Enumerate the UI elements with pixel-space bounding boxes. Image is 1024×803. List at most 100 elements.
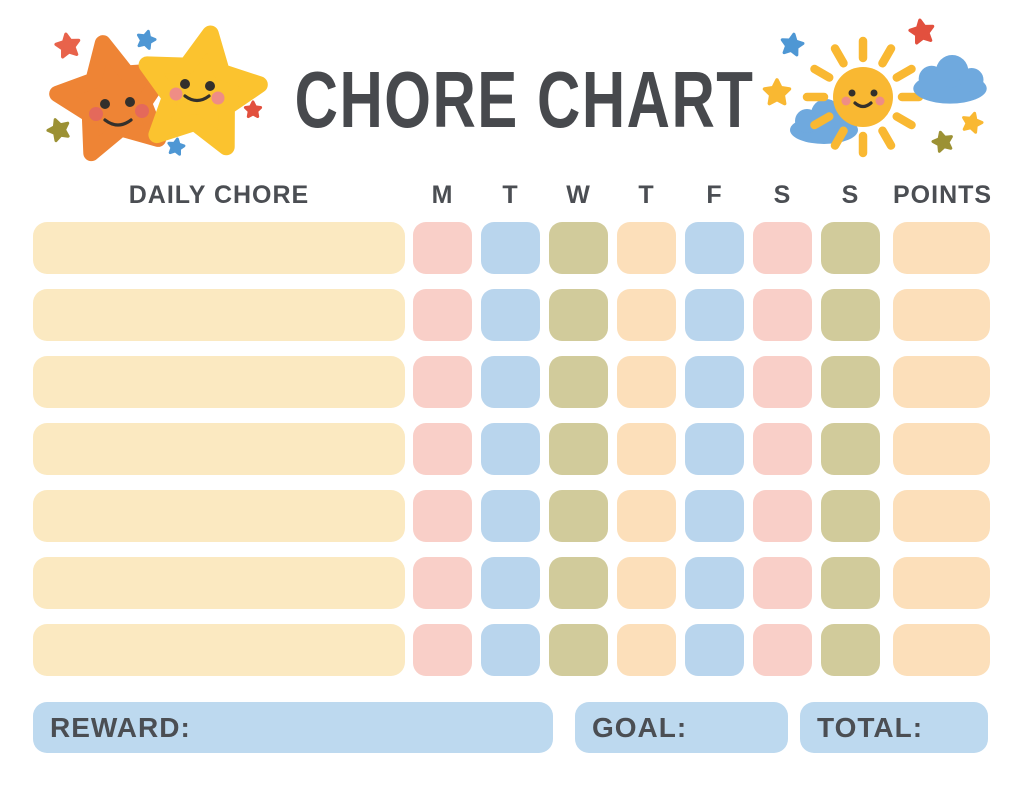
chore-name-field[interactable] (33, 624, 405, 676)
day-cell[interactable] (753, 423, 812, 475)
day-cell[interactable] (821, 222, 880, 274)
eye (100, 99, 110, 109)
total-box[interactable]: TOTAL: (800, 702, 988, 753)
mini-star-icon (54, 32, 81, 59)
points-cell[interactable] (893, 222, 990, 274)
mini-star-icon (931, 130, 953, 153)
day-cell[interactable] (617, 222, 676, 274)
day-cell[interactable] (685, 490, 744, 542)
day-cell[interactable] (821, 423, 880, 475)
day-cell[interactable] (685, 356, 744, 408)
smile (103, 118, 133, 127)
goal-box[interactable]: GOAL: (575, 702, 788, 753)
day-cell[interactable] (549, 222, 608, 274)
day-cell[interactable] (753, 557, 812, 609)
table-row (33, 356, 990, 408)
total-label: TOTAL: (817, 711, 924, 743)
mini-star-icon (962, 111, 984, 134)
day-cell[interactable] (685, 289, 744, 341)
chore-name-field[interactable] (33, 423, 405, 475)
chore-name-field[interactable] (33, 222, 405, 274)
day-cell[interactable] (549, 356, 608, 408)
day-cell[interactable] (413, 624, 472, 676)
day-cell[interactable] (685, 423, 744, 475)
day-cell[interactable] (753, 289, 812, 341)
chore-name-field[interactable] (33, 289, 405, 341)
chore-name-field[interactable] (33, 356, 405, 408)
chore-name-field[interactable] (33, 490, 405, 542)
day-cell[interactable] (821, 490, 880, 542)
day-cell[interactable] (821, 624, 880, 676)
day-cell[interactable] (481, 557, 540, 609)
day-cell[interactable] (821, 557, 880, 609)
day-header: M (431, 181, 454, 209)
eye (205, 81, 215, 91)
day-cell[interactable] (549, 624, 608, 676)
day-header: T (502, 181, 519, 209)
day-header: T (638, 181, 655, 209)
day-cell[interactable] (481, 624, 540, 676)
day-cell[interactable] (413, 356, 472, 408)
reward-box[interactable]: REWARD: (33, 702, 553, 753)
sun-clouds-decoration (762, 18, 987, 158)
day-cell[interactable] (413, 289, 472, 341)
reward-label: REWARD: (50, 711, 191, 743)
day-cell[interactable] (685, 222, 744, 274)
day-cell[interactable] (549, 557, 608, 609)
day-cell[interactable] (685, 557, 744, 609)
eye (848, 89, 856, 97)
cloud-icon (913, 55, 987, 104)
day-cell[interactable] (685, 624, 744, 676)
points-cell[interactable] (893, 289, 990, 341)
day-cell[interactable] (821, 356, 880, 408)
day-cell[interactable] (617, 289, 676, 341)
day-cell[interactable] (617, 624, 676, 676)
points-cell[interactable] (893, 624, 990, 676)
yellow-star-icon (138, 25, 268, 156)
day-cell[interactable] (481, 356, 540, 408)
points-cell[interactable] (893, 490, 990, 542)
points-cell[interactable] (893, 557, 990, 609)
day-cell[interactable] (413, 557, 472, 609)
smile (183, 94, 211, 103)
day-cell[interactable] (617, 490, 676, 542)
day-cell[interactable] (481, 289, 540, 341)
table-row (33, 289, 990, 341)
day-cell[interactable] (481, 423, 540, 475)
day-cell[interactable] (617, 356, 676, 408)
day-cell[interactable] (617, 557, 676, 609)
table-row (33, 557, 990, 609)
mini-star-icon (762, 78, 792, 106)
day-cell[interactable] (617, 423, 676, 475)
cheek (169, 87, 183, 101)
day-header: W (566, 181, 591, 209)
day-cell[interactable] (753, 356, 812, 408)
day-cell[interactable] (753, 222, 812, 274)
stars-decoration (46, 25, 268, 162)
day-cell[interactable] (413, 222, 472, 274)
points-cell[interactable] (893, 356, 990, 408)
chore-name-field[interactable] (33, 557, 405, 609)
day-cell[interactable] (753, 490, 812, 542)
day-cell[interactable] (753, 624, 812, 676)
sun-icon (802, 36, 924, 158)
day-cell[interactable] (481, 222, 540, 274)
eye (125, 97, 135, 107)
day-cell[interactable] (549, 289, 608, 341)
cheek (875, 96, 885, 106)
day-cell[interactable] (549, 423, 608, 475)
cheek (841, 96, 851, 106)
cheek (211, 91, 225, 105)
day-cell[interactable] (549, 490, 608, 542)
day-cell[interactable] (413, 490, 472, 542)
day-cell[interactable] (481, 490, 540, 542)
page-title: CHORE CHART (295, 55, 755, 144)
day-header: S (773, 181, 792, 209)
yellow-star-shape (138, 25, 268, 156)
day-cell[interactable] (413, 423, 472, 475)
day-cell[interactable] (821, 289, 880, 341)
table-row (33, 423, 990, 475)
points-cell[interactable] (893, 423, 990, 475)
column-headers: DAILY CHORE M T W T F S S POINTS (33, 176, 1013, 210)
